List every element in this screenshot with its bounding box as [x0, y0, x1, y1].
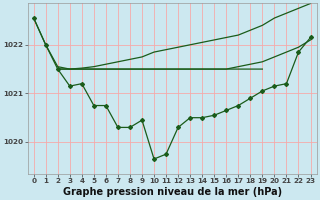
X-axis label: Graphe pression niveau de la mer (hPa): Graphe pression niveau de la mer (hPa) [62, 187, 282, 197]
